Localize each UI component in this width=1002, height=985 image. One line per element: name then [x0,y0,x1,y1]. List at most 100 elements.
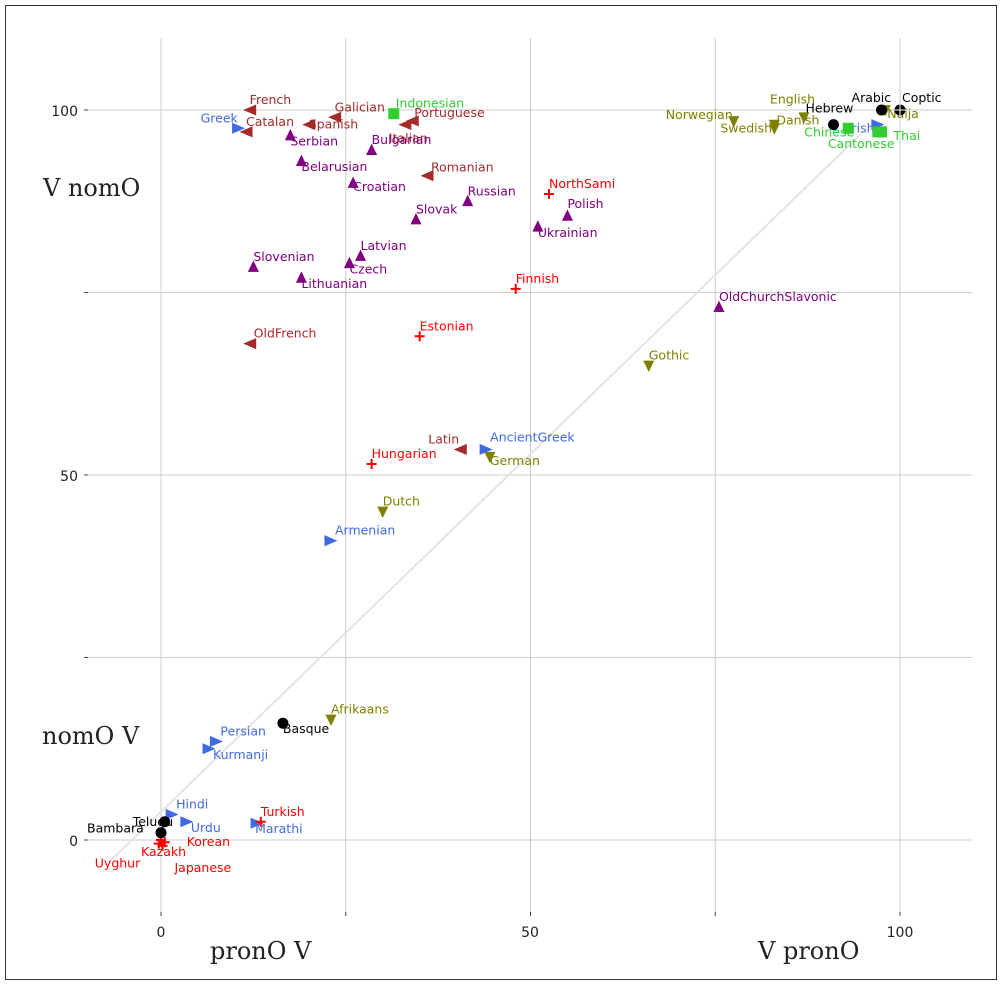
marker-urdu [180,816,194,828]
marker-russian [462,194,474,207]
grid-lines [84,38,972,916]
point-spanish: Spanish [302,117,358,132]
marker-belarusian [295,154,307,166]
marker-estonian [414,331,425,342]
point-latin: Latin [428,431,467,455]
label-hindi: Hindi [176,796,208,811]
point-oldchurchslavonic: OldChurchSlavonic [713,289,837,312]
label-hungarian: Hungarian [372,446,437,461]
label-irish: Irish [848,121,875,136]
region-v-nomo: V nomO [42,174,140,202]
marker-bulgarian [366,143,378,156]
label-ukrainian: Ukrainian [538,225,598,240]
label-kurmanji: Kurmanji [213,747,268,762]
marker-latin [453,443,467,455]
label-catalan: Catalan [246,114,294,129]
point-slovenian: Slovenian [247,249,315,272]
label-oldfrench: OldFrench [254,326,317,341]
marker-marathi [250,817,264,829]
label-finnish: Finnish [516,271,560,286]
label-serbian: Serbian [290,134,338,149]
label-norwegian: Norwegian [666,107,733,122]
label-lithuanian: Lithuanian [301,276,367,291]
point-marathi: Marathi [250,817,303,836]
marker-kurmanji [202,743,216,755]
marker-finnish [510,283,521,294]
point-english: English [770,91,815,124]
x-tick-100: 100 [887,925,914,941]
marker-hungarian [366,459,377,470]
marker-french [243,104,257,116]
marker-czech [343,256,355,269]
marker-greek [232,122,246,134]
label-swedish: Swedish [720,120,772,135]
data-points: French Catalan Galician Spanish Italian Portu… [87,90,942,875]
point-hungarian: Hungarian [366,446,437,470]
label-portuguese: Portuguese [414,105,485,120]
point-polish: Polish [561,196,604,221]
marker-norwegian [728,116,740,128]
marker-hebrew [827,119,839,131]
label-italian: Italian [389,131,428,146]
label-kazakh: Kazakh [141,844,186,859]
point-belarusian: Belarusian [295,154,367,174]
point-chinese: Chinese [804,122,855,139]
point-turkish: Turkish [255,804,305,827]
marker-lithuanian [295,271,307,283]
point-gothic: Gothic [643,348,689,372]
point-swedish: Swedish [720,120,780,135]
label-bulgarian: Bulgarian [372,132,432,147]
marker-indonesian [388,108,400,120]
point-serbian: Serbian [284,129,338,149]
label-korean: Korean [187,834,230,849]
marker-english [798,112,810,124]
label-coptic: Coptic [902,90,942,105]
marker-armenian [324,535,338,547]
point-finnish: Finnish [510,271,560,294]
region-prono-v: pronO V [210,937,312,965]
point-russian: Russian [462,183,516,207]
label-romanian: Romanian [431,160,494,175]
point-czech: Czech [343,256,387,276]
point-persian: Persian [209,723,266,747]
diagonal [108,131,864,863]
point-basque: Basque [277,717,330,736]
label-afrikaans: Afrikaans [331,702,389,717]
label-telugu: Telugu [132,814,173,829]
marker-oldchurchslavonic [713,300,725,312]
marker-northsami [543,188,554,199]
marker-polish [561,209,573,221]
point-coptic: Coptic [894,90,942,116]
region-nomo-v: nomO V [42,722,140,750]
marker-swedish [768,123,780,135]
label-persian: Persian [220,723,265,738]
label-latvian: Latvian [361,238,407,253]
point-galician: Galician [328,99,385,123]
label-japanese: Japanese [173,860,231,875]
point-dutch: Dutch [377,494,420,518]
label-thai: Thai [893,128,921,143]
marker-german [484,451,496,464]
point-catalan: Catalan [239,114,294,138]
marker-catalan [239,126,253,138]
marker-portuguese [405,115,419,127]
marker-ancientgreek [479,443,493,455]
label-bambara: Bambara [87,821,144,836]
point-kurmanji: Kurmanji [202,743,268,762]
marker-gothic [643,360,655,372]
point-greek: Greek [201,110,246,134]
point-ancientgreek: AncientGreek [479,429,575,455]
marker-afrikaans [325,714,337,727]
label-armenian: Armenian [335,523,395,538]
marker-galician [328,111,342,123]
point-german: German [484,451,540,468]
y-tick-100: 100 [51,104,78,120]
label-croatian: Croatian [353,179,406,194]
x-tick-50: 50 [521,925,539,941]
point-bambara: Bambara [87,821,167,839]
point-armenian: Armenian [324,523,395,547]
point-lithuanian: Lithuanian [295,271,367,291]
label-dutch: Dutch [383,494,420,509]
marker-spanish [302,119,316,131]
label-greek: Greek [201,110,239,125]
